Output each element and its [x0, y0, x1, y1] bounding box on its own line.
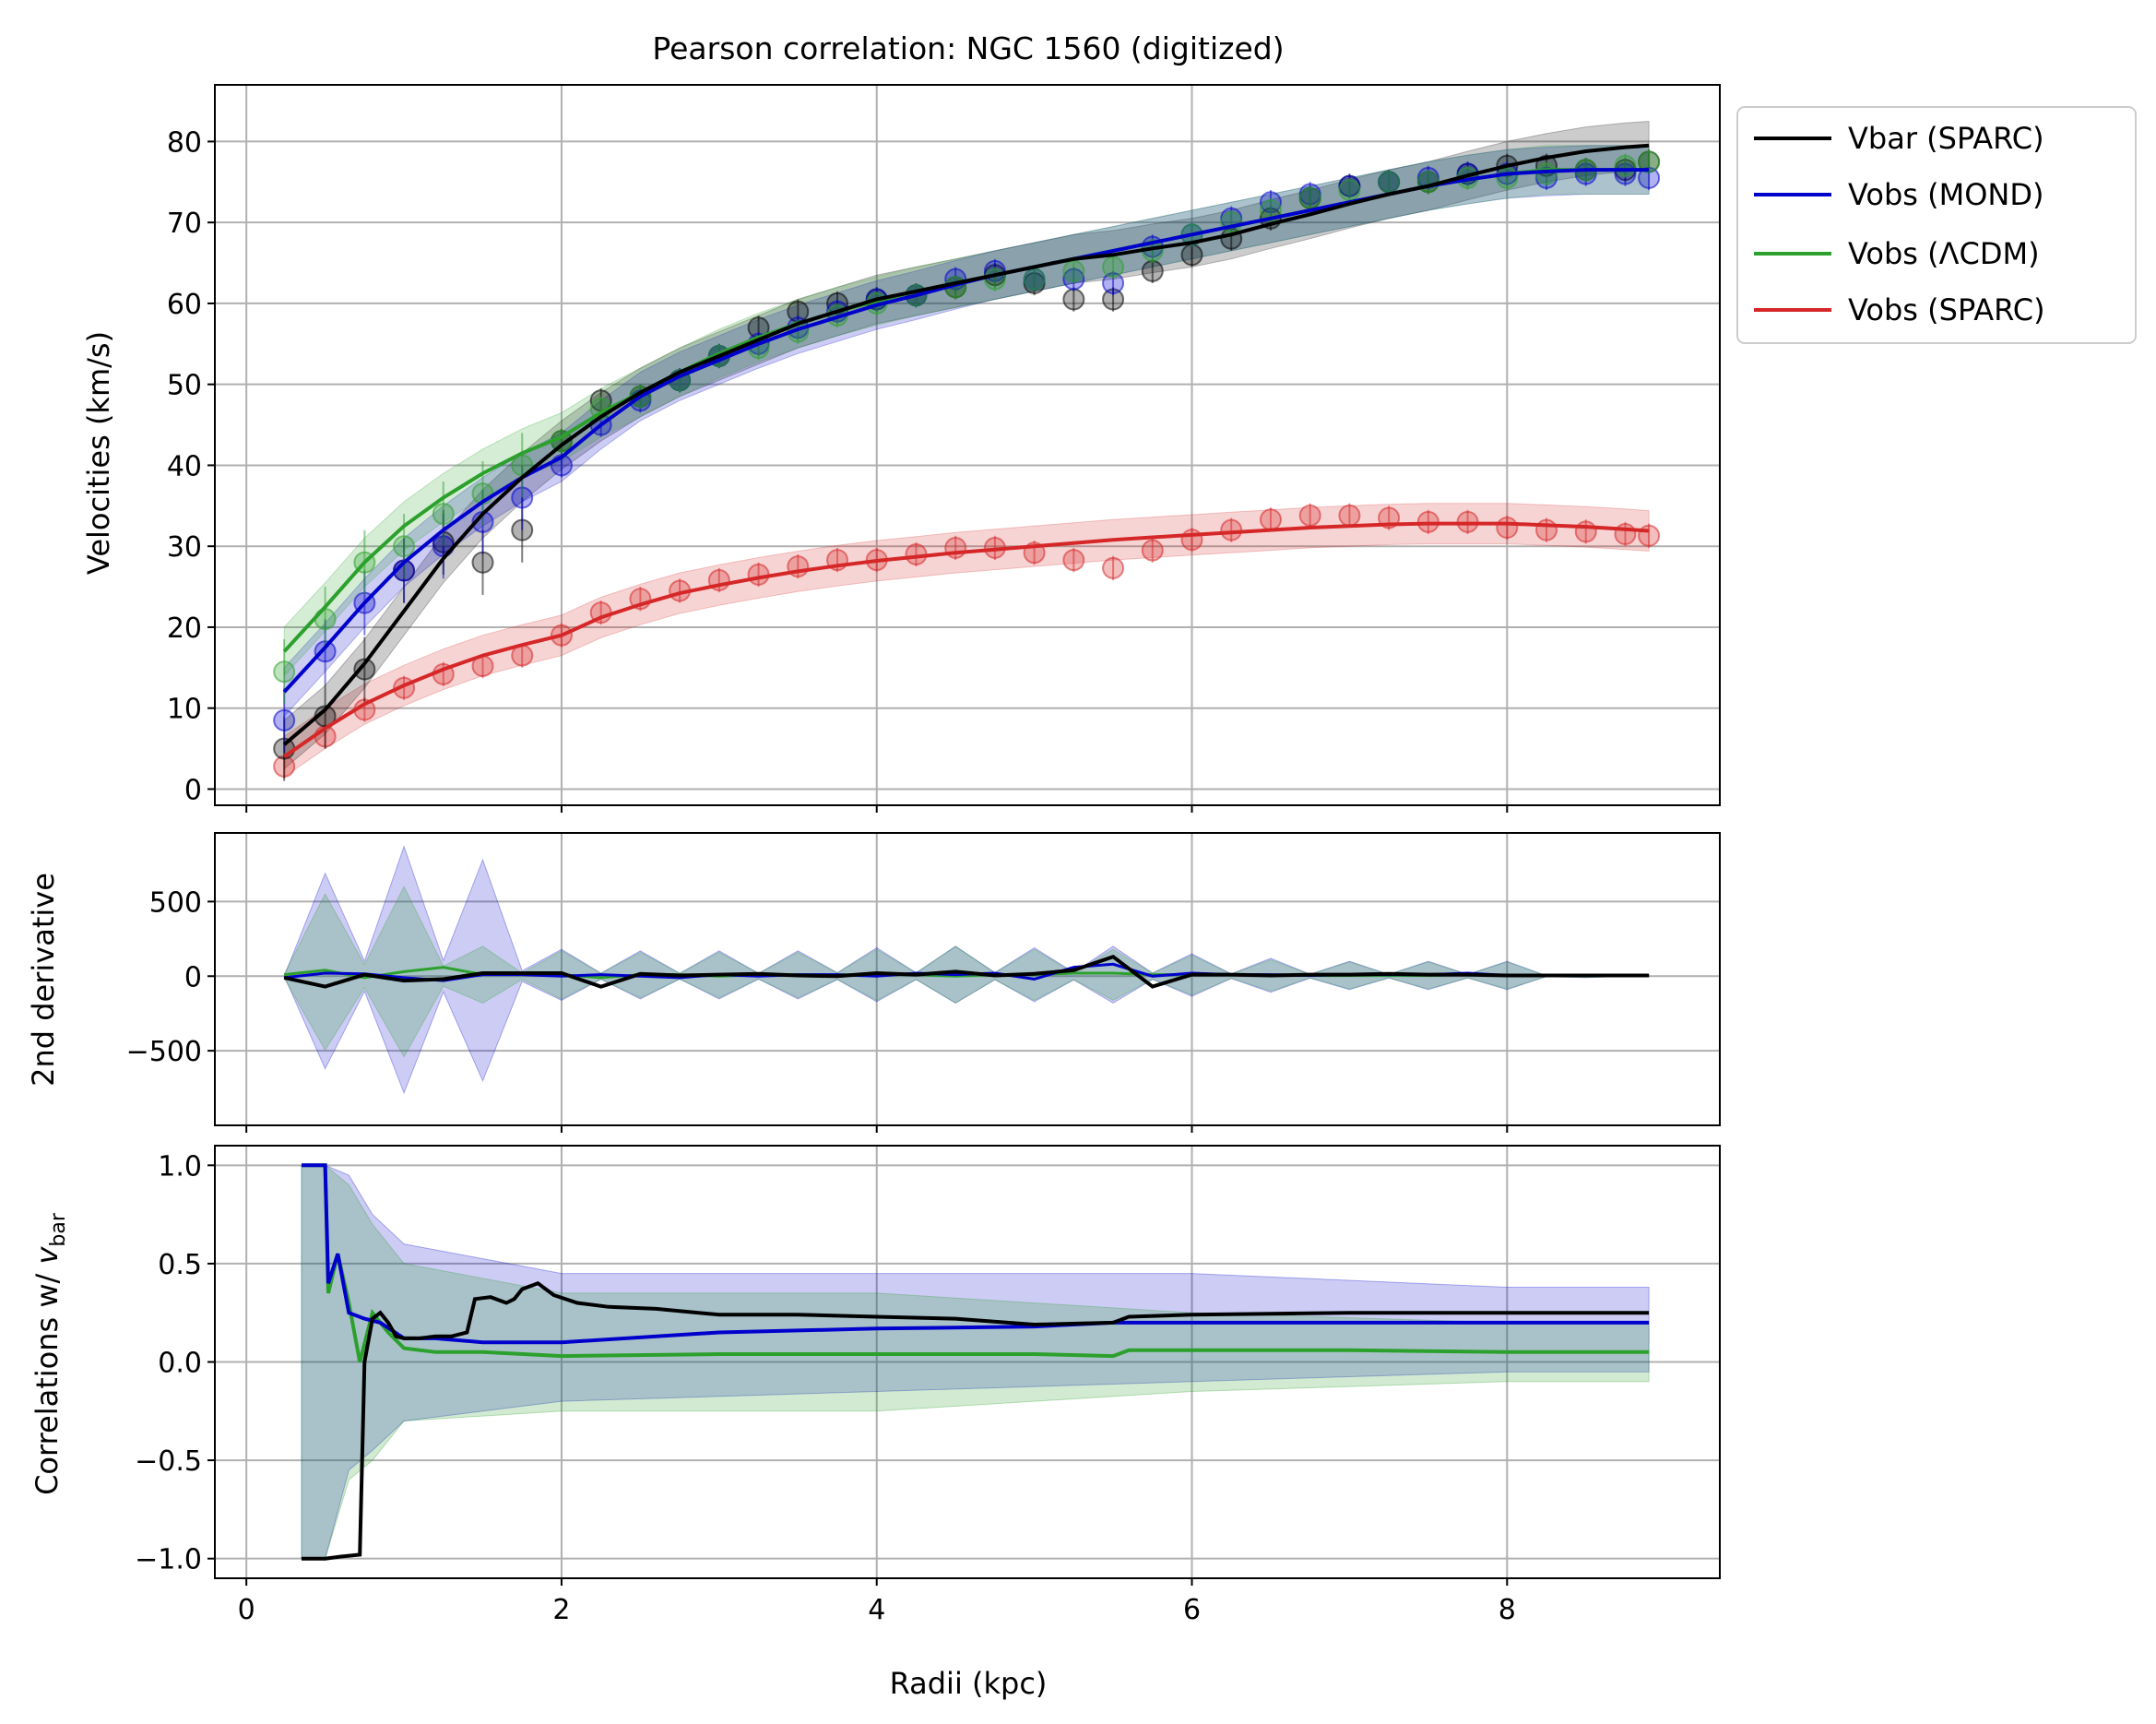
y-tick-label: 10 [167, 694, 202, 726]
data-point [1574, 520, 1597, 543]
data-point [1180, 244, 1203, 267]
data-point [1102, 256, 1125, 279]
x-tick-label: 8 [1499, 1594, 1516, 1626]
data-point [1102, 556, 1125, 579]
legend-label-vbar: Vbar (SPARC) [1848, 121, 2044, 156]
second-derivative-ylabel: 2nd derivative [26, 873, 61, 1087]
band-mond [301, 1164, 1650, 1560]
y-tick-label: −500 [126, 1036, 202, 1068]
y-tick-label: 20 [167, 612, 202, 645]
x-tick-label: 2 [552, 1594, 570, 1626]
legend-entry-sparc: Vobs (SPARC) [1754, 292, 2045, 327]
y-tick-label: 40 [167, 450, 202, 482]
velocity-panel: 0 10 20 30 40 50 60 70 80 [167, 84, 1721, 813]
data-point [1614, 154, 1637, 177]
data-point [1638, 150, 1661, 173]
data-point [1259, 199, 1282, 222]
data-point [1298, 186, 1321, 209]
correlation-ylabel-text: Correlations w/ [30, 1265, 65, 1495]
data-point [432, 503, 455, 526]
data-point [1259, 508, 1282, 531]
y-tick-label: 50 [167, 370, 202, 402]
y-tick-label: 0.5 [158, 1249, 202, 1281]
data-point [1141, 539, 1164, 562]
correlation-panel: −1.0 −0.5 0.0 0.5 1.0 0 2 4 6 8 [135, 1145, 1721, 1626]
y-tick-label: 500 [149, 886, 202, 919]
data-point [1141, 259, 1164, 282]
series-line [282, 168, 1650, 694]
band-2 [283, 145, 1650, 677]
y-tick-label: 60 [167, 289, 202, 321]
data-point [1338, 179, 1361, 202]
axes-frame [214, 832, 1721, 1126]
x-axis-label: Radii (kpc) [890, 1666, 1048, 1701]
data-point [1023, 268, 1046, 291]
y-tick-label: 80 [167, 126, 202, 159]
velocity-ylabel: Velocities (km/s) [81, 331, 116, 575]
y-tick-label: 30 [167, 531, 202, 564]
data-point [273, 660, 296, 684]
x-tick-label: 6 [1183, 1594, 1201, 1626]
data-point [353, 658, 376, 681]
second-derivative-panel: −500 0 500 [126, 832, 1721, 1133]
data-point [747, 563, 770, 586]
figure-title: Pearson correlation: NGC 1560 (digitized… [652, 30, 1284, 66]
legend-label-mond: Vobs (MOND) [1848, 177, 2043, 212]
series-line [282, 168, 1650, 653]
data-point [1298, 504, 1321, 527]
data-point [1535, 162, 1558, 185]
y-tick-label: 1.0 [158, 1150, 202, 1183]
data-point [1062, 259, 1085, 282]
series-line [283, 954, 1650, 989]
data-point [1535, 518, 1558, 541]
legend-frame [1736, 106, 2137, 344]
correlation-ylabel: Correlations w/ vbar [30, 1212, 70, 1495]
data-point [1220, 518, 1243, 541]
data-point [273, 708, 296, 731]
x-tick-label: 4 [868, 1594, 885, 1626]
axes-frame [214, 1145, 1721, 1579]
y-tick-label: 70 [167, 208, 202, 240]
y-tick-label: 0 [184, 774, 202, 806]
data-point [1338, 504, 1361, 527]
legend-entry-vbar: Vbar (SPARC) [1754, 121, 2044, 156]
correlation-ylabel-symbol: v [30, 1246, 65, 1265]
band-lcdm [301, 1164, 1650, 1560]
band-3 [283, 503, 1650, 779]
legend-label-lcdm: Vobs (ΛCDM) [1848, 236, 2040, 271]
series-line [283, 521, 1650, 758]
data-point [1496, 517, 1519, 540]
legend-entry-lcdm: Vobs (ΛCDM) [1754, 236, 2040, 271]
series-line [302, 1280, 1650, 1561]
band-1 [283, 145, 1650, 718]
series-line [282, 143, 1650, 746]
data-point [1062, 549, 1085, 572]
y-tick-label: −1.0 [135, 1544, 202, 1576]
x-tick-label: 0 [238, 1594, 255, 1626]
data-point [471, 551, 494, 574]
series-line [302, 1163, 1650, 1345]
y-tick-label: 0.0 [158, 1348, 202, 1380]
correlation-ylabel-subscript: bar [47, 1212, 70, 1246]
data-point [1062, 288, 1085, 311]
data-point [1496, 166, 1519, 189]
y-tick-label: −0.5 [135, 1445, 202, 1478]
legend-entry-mond: Vobs (MOND) [1754, 177, 2043, 212]
y-tick-label: 0 [184, 961, 202, 993]
legend-label-sparc: Vobs (SPARC) [1848, 292, 2045, 327]
legend: Vbar (SPARC) Vobs (MOND) Vobs (ΛCDM) Vob… [1736, 106, 2137, 344]
data-point [1378, 171, 1401, 194]
axes-frame [214, 84, 1721, 806]
data-point [393, 535, 416, 558]
